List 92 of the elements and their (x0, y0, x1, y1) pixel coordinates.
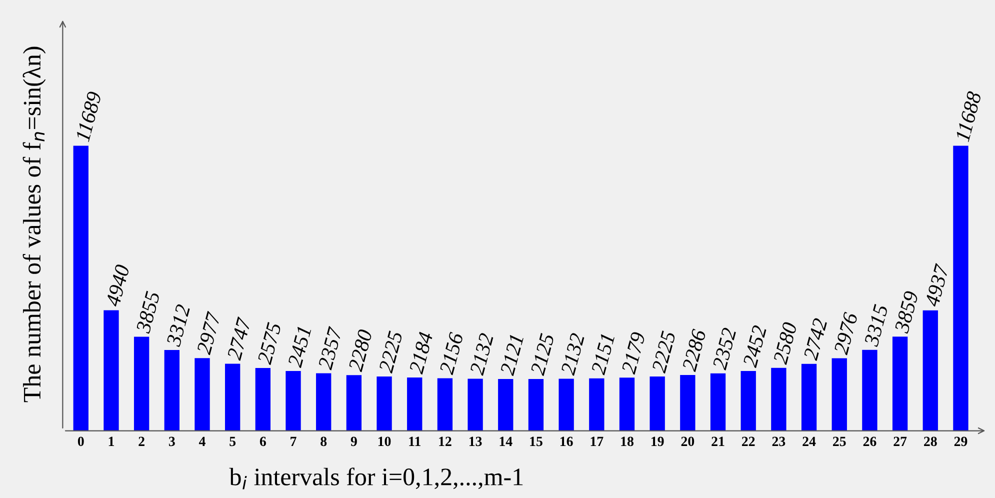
x-tick-label: 19 (652, 436, 664, 446)
bar (771, 368, 786, 431)
x-tick-label: 21 (712, 436, 724, 446)
x-tick-label: 25 (833, 436, 846, 446)
data-label: 4937 (924, 262, 950, 308)
data-label: 2747 (226, 316, 252, 361)
x-tick-label: 23 (772, 436, 786, 446)
data-label: 2225 (378, 330, 403, 374)
x-axis-title: b$_{i}$ intervals for i=0,1,2,...,m-1 (229, 468, 523, 490)
bar (953, 146, 968, 431)
x-tick-label: 18 (621, 436, 634, 446)
bar (710, 373, 726, 431)
data-label: 2225 (652, 330, 676, 374)
x-tick-label: 7 (290, 436, 296, 446)
data-label: 4940 (105, 264, 130, 308)
data-label: 2742 (803, 318, 828, 362)
x-tick-label: 15 (530, 436, 542, 446)
x-tick-label: 10 (378, 436, 391, 446)
bar (286, 370, 301, 431)
x-tick-label: 14 (500, 436, 512, 446)
x-tick-label: 20 (681, 436, 694, 446)
data-label: 2977 (196, 310, 222, 356)
bar (316, 373, 332, 431)
x-tick-label: 28 (924, 436, 937, 446)
data-label: 2132 (470, 332, 494, 376)
x-tick-label: 2 (138, 436, 144, 446)
data-label: 2452 (742, 324, 767, 368)
x-tick-label: 9 (350, 436, 357, 446)
data-label: 2125 (530, 332, 554, 376)
bar (346, 375, 362, 431)
data-label: 2179 (621, 331, 646, 375)
bar (528, 378, 544, 431)
data-label: 3859 (894, 290, 919, 334)
x-tick-label: 0 (78, 436, 84, 446)
x-tick-label: 11 (409, 436, 420, 446)
data-label: 2151 (590, 334, 615, 376)
data-label: 2286 (682, 328, 706, 372)
y-axis-title: The number of values of f$_{n}$=sin(λn) (22, 46, 46, 402)
data-label: 3315 (864, 304, 888, 348)
bar (680, 375, 696, 431)
bar (376, 376, 392, 431)
data-label: 2132 (560, 332, 585, 376)
data-label: 3855 (136, 290, 160, 334)
bar (619, 378, 635, 431)
data-label: 2280 (348, 328, 372, 372)
x-tick-label: 8 (320, 436, 327, 446)
bar (437, 378, 453, 431)
data-label: 2357 (318, 326, 342, 370)
bar (922, 310, 938, 431)
bar (255, 368, 271, 431)
x-tick-label: 27 (894, 436, 907, 446)
bar (832, 358, 847, 431)
x-tick-label: 3 (168, 436, 175, 446)
data-label: 3312 (166, 304, 190, 348)
bar (194, 358, 210, 431)
bar (650, 376, 665, 431)
data-label: 2580 (772, 321, 798, 366)
data-label: 2121 (500, 334, 524, 376)
x-tick-label: 6 (260, 436, 266, 446)
x-tick-label: 24 (802, 436, 816, 446)
bar (164, 350, 180, 431)
data-label: 2976 (834, 312, 858, 356)
bar (468, 378, 483, 431)
data-label: 11689 (75, 90, 102, 142)
bar (225, 364, 240, 431)
bar (407, 378, 422, 431)
x-tick-label: 5 (230, 436, 236, 446)
bar (558, 378, 574, 431)
data-label: 2451 (288, 326, 312, 368)
bar (740, 370, 756, 431)
bar (589, 378, 604, 431)
bar (892, 336, 908, 431)
x-tick-label: 17 (590, 436, 604, 446)
data-label: 2575 (257, 322, 282, 366)
x-tick-label: 29 (954, 436, 968, 446)
x-tick-label: 22 (742, 436, 755, 446)
x-tick-label: 1 (108, 436, 114, 446)
x-tick-label: 12 (439, 436, 452, 446)
x-tick-label: 4 (198, 436, 206, 446)
x-tick-label: 26 (863, 436, 876, 446)
bar (104, 310, 119, 431)
x-tick-label: 13 (469, 436, 482, 446)
x-tick-label: 16 (560, 436, 573, 446)
bar (134, 336, 150, 431)
bar (862, 350, 878, 431)
data-label: 11688 (955, 90, 982, 142)
data-label: 2352 (712, 327, 736, 371)
bar (801, 364, 817, 431)
data-label: 2156 (439, 332, 464, 376)
data-label: 2184 (408, 331, 434, 375)
bar (73, 146, 88, 431)
bar (498, 379, 514, 431)
